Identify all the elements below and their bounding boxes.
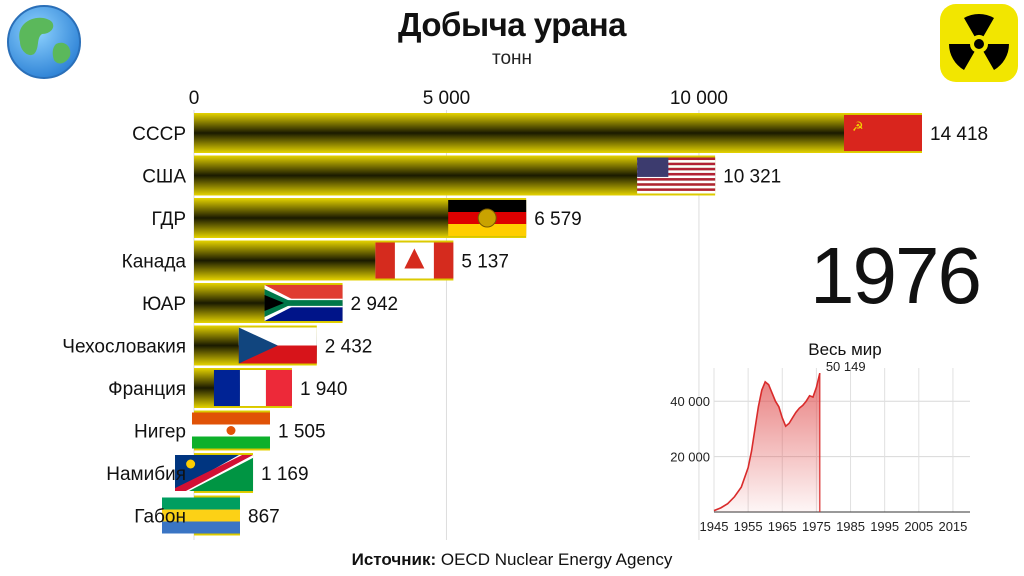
flag-icon [448,200,527,236]
flag-icon [191,412,270,449]
value-label: 6 579 [534,209,582,230]
value-label: 1 505 [278,422,326,443]
bar [194,155,716,196]
source-text: OECD Nuclear Energy Agency [440,550,673,569]
world-y-tick-label: 40 000 [670,394,710,409]
value-label: 14 418 [930,124,988,145]
value-label: 2 432 [325,337,373,358]
world-x-tick-label: 1995 [870,519,899,534]
category-label: ЮАР [142,294,186,315]
world-x-tick-label: 2005 [904,519,933,534]
bar-group: ГДР 6 579 [151,198,582,238]
source-label: Источник: [351,550,437,569]
bar-group: Чехословакия 2 432 [62,325,373,366]
flag-icon [375,242,454,279]
bar-group: Намибия 1 169 [106,453,309,493]
category-label: СССР [132,124,186,145]
flag-icon: ☭ [844,115,922,151]
value-label: 1 940 [300,379,348,400]
bar-group: Габон 867 [134,495,280,536]
svg-text:☭: ☭ [852,119,864,134]
value-label: 10 321 [723,167,781,188]
x-tick-label: 0 [189,88,200,109]
world-y-tick-label: 20 000 [670,450,710,465]
category-label: США [142,167,186,188]
category-label: Габон [134,507,186,528]
radiation-icon [940,4,1018,82]
category-label: Чехословакия [62,337,186,358]
category-label: ГДР [151,209,186,230]
value-label: 5 137 [461,252,509,273]
x-tick-label: 10 000 [670,88,728,109]
world-x-tick-label: 1955 [734,519,763,534]
value-label: 867 [248,507,280,528]
category-label: Канада [122,252,187,273]
world-area [714,373,820,512]
chart-title: Добыча урана [397,6,627,43]
world-chart-title: Весь мир [808,340,882,359]
world-line [713,372,821,512]
world-x-tick-label: 1945 [700,519,729,534]
world-x-tick-label: 1975 [802,519,831,534]
bar-group: Нигер 1 505 [134,410,326,451]
bar-chart: 0 5 000 10 000 ☭ СССР 14 418 США 10 321 ГДР 6 57… [62,88,988,540]
category-label: Франция [108,379,186,400]
world-current-value: 50 149 [826,360,866,374]
flag-icon [175,455,254,491]
world-x-tick-label: 1985 [836,519,865,534]
bar-group: Канада 5 137 [122,240,509,281]
world-area-chart: 20 000 40 000 1945 1955 1965 1975 1985 1995 2005… [670,360,970,534]
value-label: 2 942 [351,294,399,315]
flag-icon [238,327,317,364]
value-label: 1 169 [261,464,309,485]
bar-group: ЮАР 2 942 [142,283,398,323]
globe-icon [7,5,81,79]
bar [194,113,922,153]
bar-group: ☭ СССР 14 418 [132,113,988,153]
world-x-tick-label: 1965 [768,519,797,534]
flag-icon [637,157,716,194]
category-label: Намибия [106,464,186,485]
year-label: 1976 [810,231,982,320]
chart-subtitle: тонн [491,48,533,69]
category-label: Нигер [134,422,186,443]
flag-icon [213,370,292,406]
flag-icon [264,285,343,321]
x-tick-label: 5 000 [423,88,471,109]
flag-icon [162,497,240,534]
bar-group: США 10 321 [142,155,781,196]
bar-group: Франция 1 940 [108,368,348,408]
source-note: Источник: OECD Nuclear Energy Agency [0,550,1024,570]
world-x-tick-label: 2015 [938,519,967,534]
